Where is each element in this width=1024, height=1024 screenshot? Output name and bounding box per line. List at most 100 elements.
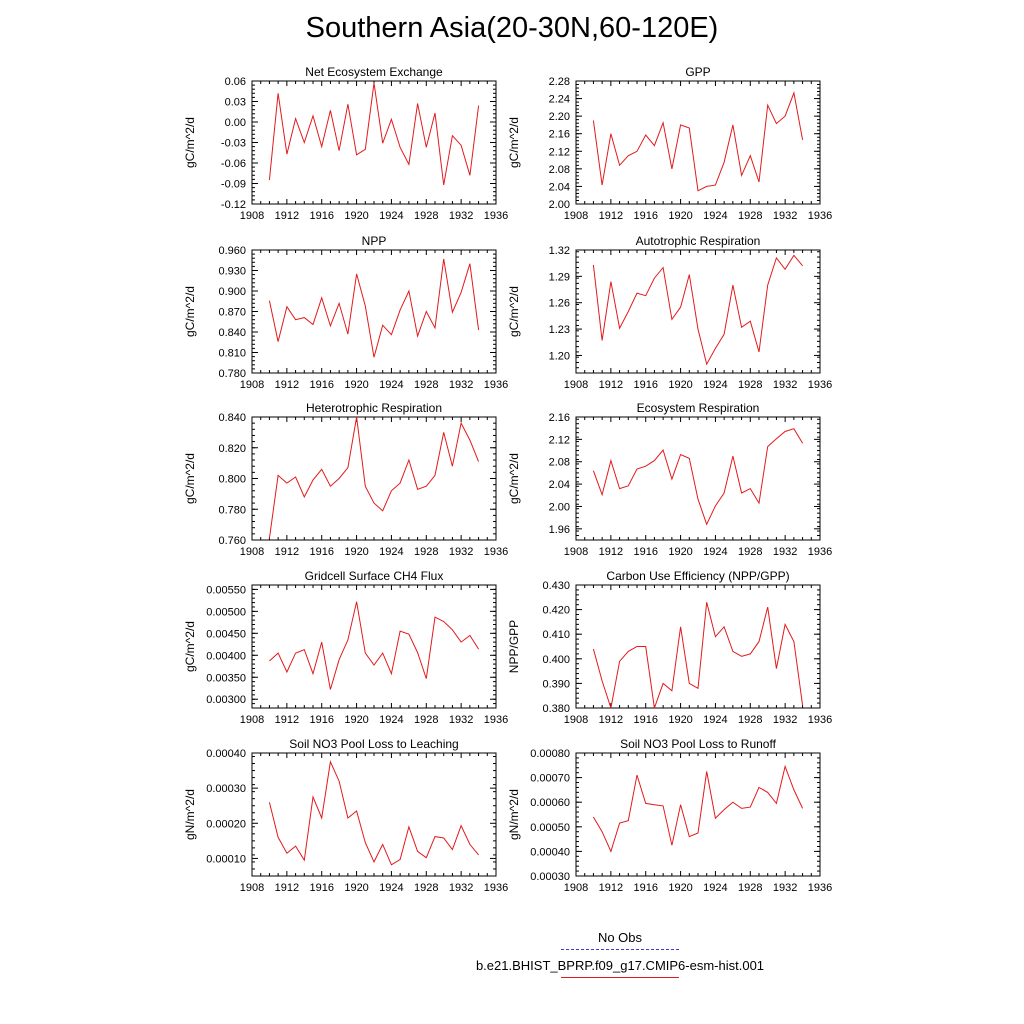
plot-frame bbox=[251, 80, 497, 205]
x-tick-label: 1932 bbox=[449, 714, 473, 726]
panel-title: Net Ecosystem Exchange bbox=[305, 65, 443, 79]
x-tick-label: 1936 bbox=[484, 882, 508, 894]
y-tick-label: 0.810 bbox=[218, 348, 246, 360]
x-tick-label: 1908 bbox=[564, 210, 588, 222]
x-tick-label: 1932 bbox=[449, 546, 473, 558]
x-tick-label: 1924 bbox=[379, 210, 403, 222]
y-tick-label: 0.00040 bbox=[206, 748, 246, 760]
x-tick-label: 1920 bbox=[668, 379, 692, 391]
plot-frame bbox=[251, 584, 497, 709]
x-tick-label: 1924 bbox=[703, 379, 727, 391]
x-tick-label: 1916 bbox=[309, 546, 333, 558]
x-tick-label: 1932 bbox=[773, 210, 797, 222]
y-tick-label: 0.840 bbox=[218, 327, 246, 339]
x-tick-label: 1924 bbox=[379, 714, 403, 726]
legend: No Obs b.e21.BHIST_BPRP.f09_g17.CMIP6-es… bbox=[440, 930, 800, 986]
y-tick-label: 0.00070 bbox=[530, 773, 570, 785]
x-tick-label: 1916 bbox=[633, 882, 657, 894]
panel-title: Soil NO3 Pool Loss to Runoff bbox=[620, 737, 777, 751]
x-tick-label: 1932 bbox=[773, 882, 797, 894]
x-tick-label: 1936 bbox=[484, 210, 508, 222]
y-tick-label: 0.00050 bbox=[530, 822, 570, 834]
x-tick-label: 1912 bbox=[599, 210, 623, 222]
x-tick-label: 1912 bbox=[275, 379, 299, 391]
x-tick-label: 1908 bbox=[240, 379, 264, 391]
x-tick-label: 1920 bbox=[344, 379, 368, 391]
plot-frame bbox=[575, 416, 821, 541]
x-tick-label: 1932 bbox=[449, 882, 473, 894]
x-tick-label: 1908 bbox=[240, 882, 264, 894]
chart-panel-9: Soil NO3 Pool Loss to Runoff gN/m^2/d 1908… bbox=[507, 737, 832, 894]
y-tick-label: 0.430 bbox=[542, 580, 570, 592]
x-tick-label: 1924 bbox=[703, 546, 727, 558]
x-tick-label: 1936 bbox=[808, 882, 832, 894]
chart-panel-8: Soil NO3 Pool Loss to Leaching gN/m^2/d 19… bbox=[183, 737, 508, 894]
x-tick-label: 1932 bbox=[449, 210, 473, 222]
y-tick-label: 0.410 bbox=[542, 629, 570, 641]
panel-title: GPP bbox=[685, 65, 710, 79]
plot-frame bbox=[575, 584, 821, 709]
y-tick-label: 2.20 bbox=[549, 111, 570, 123]
x-tick-label: 1936 bbox=[808, 546, 832, 558]
y-axis-label: gC/m^2/d bbox=[183, 286, 197, 337]
x-tick-label: 1916 bbox=[309, 210, 333, 222]
y-tick-label: 0.00550 bbox=[206, 584, 246, 596]
y-tick-label: 0.420 bbox=[542, 605, 570, 617]
x-tick-label: 1912 bbox=[599, 882, 623, 894]
series-line bbox=[592, 254, 803, 366]
x-tick-label: 1936 bbox=[484, 714, 508, 726]
y-axis-label: gC/m^2/d bbox=[507, 286, 521, 337]
chart-panel-1: GPP gC/m^2/d 1908 1912 1916 1920 1924 1928 1932 1… bbox=[507, 65, 832, 222]
y-tick-label: 0.00030 bbox=[530, 871, 570, 883]
x-tick-label: 1936 bbox=[808, 210, 832, 222]
x-tick-label: 1932 bbox=[773, 379, 797, 391]
series-line bbox=[592, 91, 804, 192]
y-tick-label: 0.00020 bbox=[206, 818, 246, 830]
chart-panel-2: NPP gC/m^2/d 1908 1912 1916 1920 1924 1928 1932 1… bbox=[183, 234, 508, 391]
x-tick-label: 1924 bbox=[703, 882, 727, 894]
x-tick-label: 1916 bbox=[309, 882, 333, 894]
y-tick-label: 0.00040 bbox=[530, 846, 570, 858]
x-tick-label: 1908 bbox=[564, 714, 588, 726]
y-tick-label: 1.26 bbox=[549, 298, 570, 310]
y-tick-label: 0.930 bbox=[218, 266, 246, 278]
x-tick-label: 1912 bbox=[275, 210, 299, 222]
plot-frame bbox=[251, 416, 497, 541]
y-tick-label: 0.840 bbox=[218, 412, 246, 424]
y-axis-label: gC/m^2/d bbox=[183, 117, 197, 168]
y-tick-label: 0.760 bbox=[218, 535, 246, 547]
x-tick-label: 1920 bbox=[668, 882, 692, 894]
series-line bbox=[269, 601, 480, 690]
x-tick-label: 1920 bbox=[668, 546, 692, 558]
y-tick-label: 2.16 bbox=[549, 412, 570, 424]
x-tick-label: 1932 bbox=[773, 714, 797, 726]
x-tick-label: 1916 bbox=[633, 379, 657, 391]
y-tick-label: 2.08 bbox=[549, 457, 570, 469]
y-tick-label: 0.780 bbox=[218, 504, 246, 516]
y-axis-label: gC/m^2/d bbox=[507, 453, 521, 504]
y-axis-label: gC/m^2/d bbox=[183, 621, 197, 672]
panel-title: Autotrophic Respiration bbox=[636, 234, 761, 248]
x-tick-label: 1916 bbox=[633, 714, 657, 726]
y-tick-label: 2.04 bbox=[549, 479, 570, 491]
x-tick-label: 1908 bbox=[240, 714, 264, 726]
series-line bbox=[268, 416, 480, 539]
y-tick-label: 0.00500 bbox=[206, 606, 246, 618]
y-tick-label: 0.00450 bbox=[206, 628, 246, 640]
plot-frame bbox=[251, 752, 497, 877]
series-line bbox=[592, 602, 804, 709]
x-tick-label: 1924 bbox=[379, 882, 403, 894]
panel-title: NPP bbox=[362, 234, 387, 248]
x-tick-label: 1932 bbox=[773, 546, 797, 558]
y-tick-label: 0.900 bbox=[218, 286, 246, 298]
x-tick-label: 1928 bbox=[738, 714, 762, 726]
y-tick-label: -0.12 bbox=[221, 199, 246, 211]
chart-panel-0: Net Ecosystem Exchange gC/m^2/d 1908 1912 19… bbox=[183, 65, 508, 222]
y-axis-label: gN/m^2/d bbox=[183, 789, 197, 840]
x-tick-label: 1924 bbox=[379, 546, 403, 558]
panel-title: Carbon Use Efficiency (NPP/GPP) bbox=[606, 569, 789, 583]
x-tick-label: 1912 bbox=[275, 714, 299, 726]
legend-model-line bbox=[561, 977, 679, 978]
y-tick-label: 0.03 bbox=[225, 97, 246, 109]
y-tick-label: 0.00300 bbox=[206, 694, 246, 706]
